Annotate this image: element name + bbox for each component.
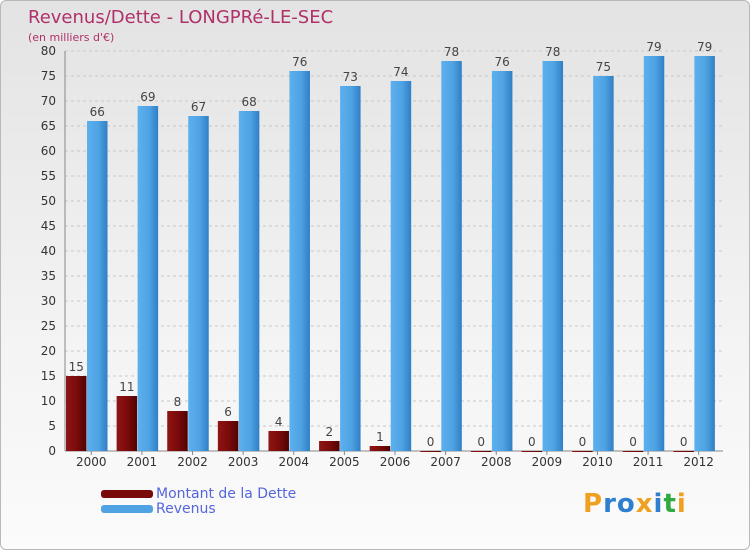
data-label-debt: 0 (579, 435, 587, 449)
y-tick-label: 30 (41, 294, 56, 308)
chart-title: Revenus/Dette - LONGPRé-LE-SEC (28, 7, 334, 28)
x-tick-label: 2001 (127, 455, 158, 469)
bar-debt (572, 451, 593, 452)
data-label-debt: 0 (629, 435, 637, 449)
x-tick-label: 2012 (683, 455, 714, 469)
bar-debt (268, 431, 289, 451)
data-label-revenue: 79 (697, 40, 712, 54)
x-tick-label: 2002 (177, 455, 208, 469)
x-tick-label: 2000 (76, 455, 107, 469)
data-label-revenue: 78 (444, 45, 459, 59)
x-tick-label: 2006 (380, 455, 411, 469)
bar-revenue (340, 86, 361, 451)
y-tick-label: 50 (41, 194, 56, 208)
y-tick-label: 25 (41, 319, 56, 333)
y-tick-label: 20 (41, 344, 56, 358)
x-tick-label: 2010 (582, 455, 613, 469)
x-tick-label: 2005 (329, 455, 360, 469)
data-label-revenue: 76 (495, 55, 510, 69)
y-tick-label: 65 (41, 119, 56, 133)
bar-revenue (542, 61, 564, 451)
data-label-debt: 6 (224, 405, 232, 419)
x-tick-label: 2008 (481, 455, 512, 469)
y-tick-label: 80 (41, 44, 56, 58)
bar-debt (66, 376, 87, 451)
logo-letter: i (676, 489, 687, 519)
y-tick-label: 35 (41, 269, 56, 283)
data-label-revenue: 75 (596, 60, 611, 74)
x-tick-label: 2009 (532, 455, 563, 469)
logo-letter: i (653, 489, 664, 519)
data-label-debt: 0 (427, 435, 435, 449)
bar-debt (167, 411, 188, 451)
x-tick-label: 2004 (278, 455, 309, 469)
x-tick-label: 2003 (228, 455, 259, 469)
bar-revenue (441, 61, 462, 451)
bar-revenue (694, 56, 715, 451)
bar-revenue (289, 71, 310, 451)
y-tick-label: 70 (41, 94, 56, 108)
proxiti-logo: Proxiti (583, 489, 687, 519)
bar-revenue (238, 111, 260, 451)
data-label-debt: 8 (174, 395, 182, 409)
data-label-revenue: 78 (545, 45, 560, 59)
y-tick-label: 55 (41, 169, 56, 183)
logo-letter: P (583, 489, 604, 519)
data-label-revenue: 68 (241, 95, 256, 109)
data-label-debt: 11 (119, 380, 134, 394)
logo-letter: t (663, 489, 677, 519)
logo-letter: x (635, 489, 654, 519)
y-tick-label: 0 (48, 444, 56, 458)
bar-revenue (87, 121, 108, 451)
y-tick-label: 40 (41, 244, 56, 258)
chart-subtitle: (en milliers d'€) (28, 31, 115, 44)
data-label-debt: 0 (528, 435, 536, 449)
data-label-revenue: 74 (393, 65, 408, 79)
bar-debt (217, 421, 239, 451)
data-label-debt: 4 (275, 415, 283, 429)
legend-label-debt: Montant de la Dette (156, 486, 297, 502)
bar-debt (673, 451, 694, 452)
bar-debt (470, 451, 492, 452)
y-tick-label: 5 (48, 419, 56, 433)
bar-revenue (593, 76, 614, 451)
bar-revenue (491, 71, 513, 451)
y-tick-label: 10 (41, 394, 56, 408)
bar-debt (116, 396, 138, 451)
data-label-debt: 0 (680, 435, 688, 449)
bar-revenue (390, 81, 412, 451)
bar-debt (521, 451, 543, 452)
y-tick-label: 75 (41, 69, 56, 83)
data-label-debt: 15 (69, 360, 84, 374)
legend-swatch-debt (101, 490, 153, 498)
data-label-revenue: 79 (646, 40, 661, 54)
data-label-revenue: 76 (292, 55, 307, 69)
bar-debt (420, 451, 441, 452)
data-label-debt: 0 (477, 435, 485, 449)
logo-letter: r (603, 489, 617, 519)
x-tick-label: 2011 (633, 455, 664, 469)
x-tick-label: 2007 (430, 455, 461, 469)
data-label-revenue: 73 (343, 70, 358, 84)
y-tick-label: 45 (41, 219, 56, 233)
data-label-revenue: 66 (90, 105, 105, 119)
bar-debt (369, 446, 391, 451)
data-label-debt: 1 (376, 430, 384, 444)
y-tick-label: 60 (41, 144, 56, 158)
legend-swatch-revenue (101, 505, 153, 513)
y-tick-label: 15 (41, 369, 56, 383)
bar-debt (622, 451, 644, 452)
data-label-revenue: 67 (191, 100, 206, 114)
bar-revenue (188, 116, 209, 451)
legend-label-revenue: Revenus (156, 501, 216, 517)
bar-debt (319, 441, 340, 451)
bar-revenue (137, 106, 159, 451)
bar-revenue (643, 56, 665, 451)
logo-letter: o (616, 489, 636, 519)
data-label-debt: 2 (326, 425, 334, 439)
data-label-revenue: 69 (140, 90, 155, 104)
